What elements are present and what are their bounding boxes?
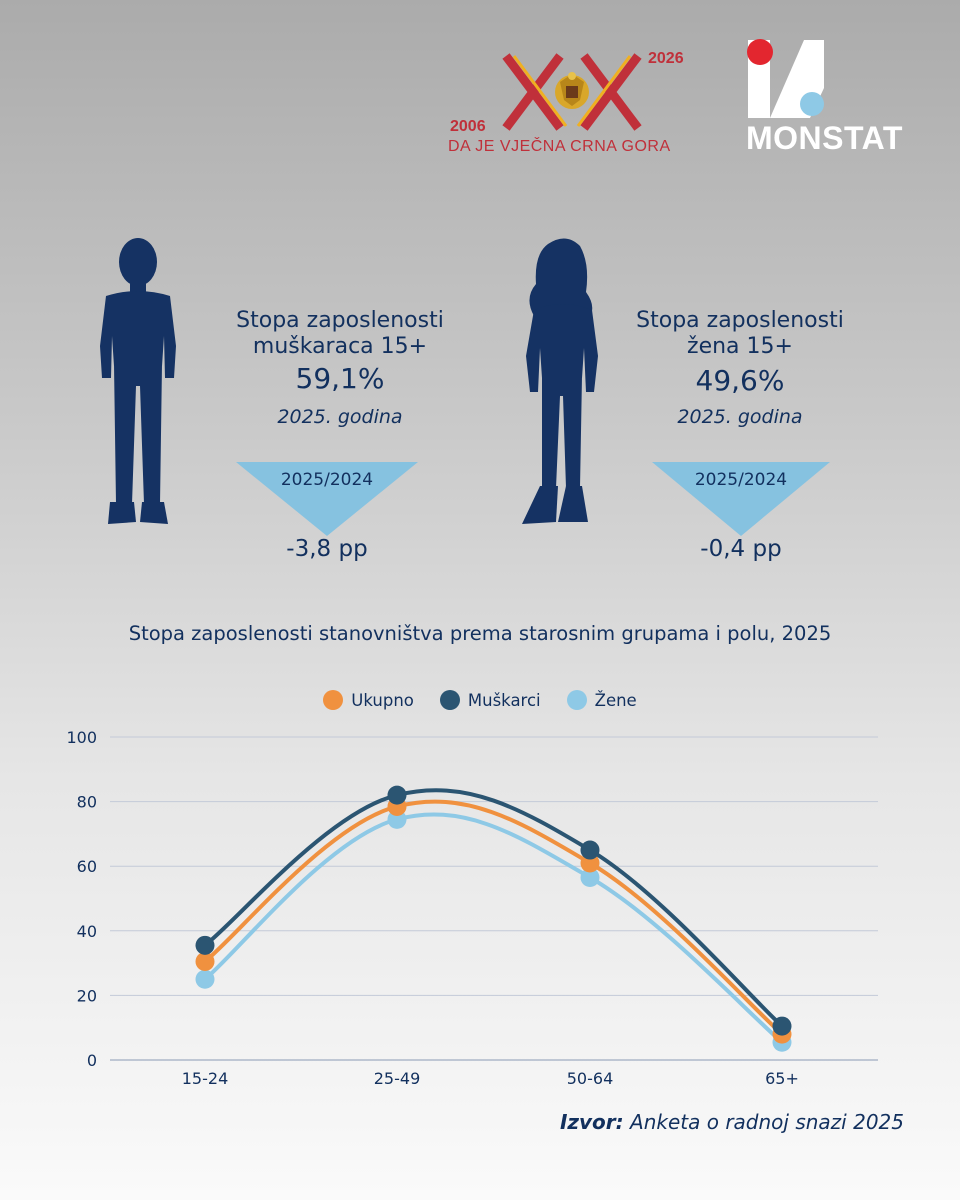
- y-tick-label: 40: [77, 922, 97, 941]
- women-stat-title-line2: žena 15+: [687, 334, 793, 359]
- anniversary-logo: 2006 2026 DA JE VJEČNA CRNA GORA: [448, 48, 693, 160]
- xx-emblem: [502, 53, 642, 131]
- employment-line-chart: 0 20 40 60 80 100 15-24 25-49 50-64 65+: [66, 728, 878, 1088]
- women-stat-title: Stopa zaposlenosti žena 15+: [590, 308, 890, 360]
- chart-legend: Ukupno Muškarci Žene: [0, 690, 960, 710]
- x-tick-label: 25-49: [374, 1069, 421, 1088]
- men-employment-rate: 59,1%: [295, 362, 385, 395]
- x-tick-label: 65+: [765, 1069, 799, 1088]
- legend-label: Ukupno: [351, 690, 414, 710]
- data-point-ukupno: [195, 951, 215, 971]
- anniversary-year-end: 2026: [648, 50, 684, 67]
- data-point-muškarci: [387, 785, 407, 805]
- male-silhouette-icon: [100, 238, 176, 524]
- y-tick-label: 60: [77, 857, 97, 876]
- source-text: Anketa o radnoj snazi 2025: [630, 1110, 904, 1134]
- data-point-muškarci: [580, 840, 600, 860]
- legend-marker-icon: [566, 690, 587, 710]
- women-stat-title-line1: Stopa zaposlenosti: [636, 308, 844, 333]
- legend-marker-icon: [439, 690, 460, 710]
- data-point-muškarci: [195, 935, 215, 955]
- data-point-žene: [580, 868, 600, 888]
- data-point-žene: [195, 969, 215, 989]
- series-line-muškarci: [203, 788, 784, 1029]
- men-down-triangle: [236, 462, 418, 536]
- y-tick-label: 80: [77, 793, 97, 812]
- women-change-value: -0,4 pp: [700, 536, 782, 562]
- series-line-žene: [203, 812, 784, 1045]
- chart-title: Stopa zaposlenosti stanovništva prema st…: [128, 622, 832, 645]
- women-down-triangle: [652, 462, 830, 536]
- y-tick-label: 0: [87, 1051, 97, 1070]
- legend-label: Žene: [594, 690, 637, 710]
- men-compare-label: 2025/2024: [280, 470, 374, 490]
- coat-of-arms-icon: [555, 72, 589, 109]
- y-tick-label: 20: [77, 986, 97, 1005]
- women-compare-label: 2025/2024: [694, 470, 788, 490]
- monstat-wordmark: MONSTAT: [746, 120, 903, 156]
- x-tick-label: 50-64: [567, 1069, 614, 1088]
- women-year-label: 2025. godina: [677, 406, 803, 428]
- monstat-emblem: [747, 39, 824, 118]
- men-year-label: 2025. godina: [277, 406, 403, 428]
- anniversary-year-start: 2006: [450, 118, 486, 135]
- men-stat-title-line2: muškaraca 15+: [252, 334, 428, 359]
- legend-item: Muškarci: [439, 690, 541, 710]
- female-silhouette-icon: [522, 238, 598, 524]
- x-tick-label: 15-24: [182, 1069, 229, 1088]
- men-change-value: -3,8 pp: [286, 536, 368, 562]
- source-note: Izvor: Anketa o radnoj snazi 2025: [560, 1110, 904, 1134]
- monstat-logo: MONSTAT: [744, 38, 904, 158]
- women-employment-rate: 49,6%: [695, 364, 785, 397]
- legend-item: Ukupno: [323, 690, 414, 710]
- series-line-ukupno: [203, 799, 784, 1037]
- legend-item: Žene: [566, 690, 637, 710]
- men-stat-title-line1: Stopa zaposlenosti: [236, 308, 444, 333]
- source-label: Izvor:: [559, 1110, 624, 1134]
- data-point-muškarci: [772, 1016, 792, 1036]
- men-stat-title: Stopa zaposlenosti muškaraca 15+: [190, 308, 490, 360]
- legend-marker-icon: [323, 690, 344, 710]
- anniversary-slogan: DA JE VJEČNA CRNA GORA: [448, 138, 671, 155]
- y-tick-label: 100: [66, 728, 97, 747]
- legend-label: Muškarci: [467, 690, 541, 710]
